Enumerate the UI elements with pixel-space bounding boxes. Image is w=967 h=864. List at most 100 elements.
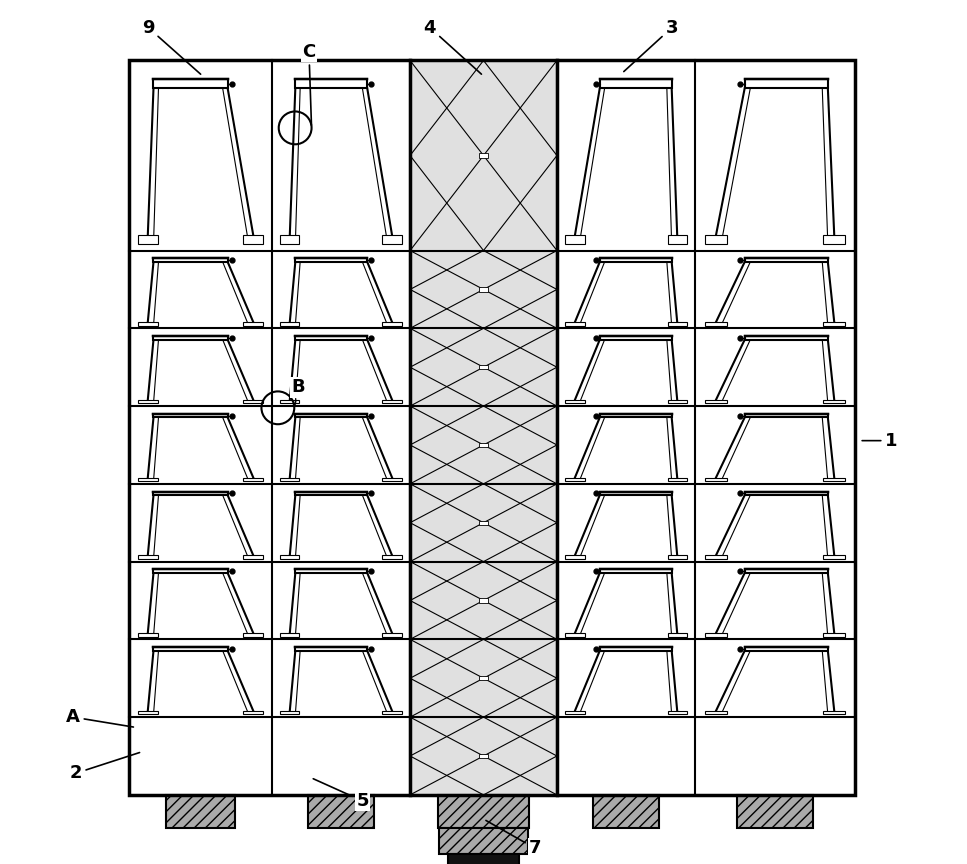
Bar (823, 556, 845, 559)
Bar (244, 235, 263, 244)
Bar (382, 633, 401, 637)
Bar (593, 795, 659, 828)
Bar (566, 400, 585, 403)
Bar (280, 633, 300, 637)
Bar (745, 79, 828, 88)
Bar (600, 492, 672, 495)
Bar (449, 854, 518, 864)
Bar (410, 60, 557, 795)
Bar (280, 322, 300, 326)
Bar (382, 322, 401, 326)
Text: A: A (66, 708, 133, 727)
Bar (566, 322, 585, 326)
Bar (823, 322, 845, 326)
Bar (244, 556, 263, 559)
Bar (667, 322, 687, 326)
Bar (705, 322, 727, 326)
Bar (154, 414, 227, 417)
Bar (154, 336, 227, 340)
Bar (479, 520, 488, 525)
Bar (745, 647, 828, 651)
Bar (745, 336, 828, 340)
Bar (438, 795, 529, 828)
Bar (745, 569, 828, 573)
Bar (479, 365, 488, 370)
Bar (479, 443, 488, 448)
Bar (667, 478, 687, 481)
Bar (823, 711, 845, 715)
Bar (823, 478, 845, 481)
Bar (600, 414, 672, 417)
Text: 4: 4 (424, 19, 482, 74)
Text: 1: 1 (863, 432, 897, 449)
Bar (667, 633, 687, 637)
Bar (244, 322, 263, 326)
Bar (382, 478, 401, 481)
Bar (705, 633, 727, 637)
Bar (138, 478, 158, 481)
Bar (667, 400, 687, 403)
Bar (705, 478, 727, 481)
Bar (479, 598, 488, 603)
Bar (479, 676, 488, 681)
Bar (166, 795, 235, 828)
Bar (705, 556, 727, 559)
Bar (138, 400, 158, 403)
Bar (295, 569, 367, 573)
Text: 3: 3 (624, 19, 678, 72)
Bar (295, 79, 367, 88)
Bar (823, 400, 845, 403)
Bar (244, 400, 263, 403)
Bar (382, 400, 401, 403)
Bar (295, 336, 367, 340)
Bar (295, 414, 367, 417)
Text: B: B (292, 378, 306, 405)
Bar (308, 795, 374, 828)
Bar (280, 711, 300, 715)
Bar (600, 647, 672, 651)
Bar (382, 235, 401, 244)
Bar (600, 569, 672, 573)
Bar (600, 258, 672, 262)
Bar (705, 711, 727, 715)
Bar (439, 828, 528, 854)
Bar (138, 235, 158, 244)
Bar (745, 258, 828, 262)
Bar (382, 711, 401, 715)
Text: 2: 2 (70, 753, 139, 782)
Text: C: C (303, 43, 315, 125)
Bar (295, 258, 367, 262)
Bar (138, 633, 158, 637)
Bar (295, 647, 367, 651)
Bar (280, 556, 300, 559)
Bar (566, 633, 585, 637)
Bar (154, 569, 227, 573)
Bar (745, 414, 828, 417)
Bar (600, 79, 672, 88)
Bar (154, 79, 227, 88)
Bar (295, 492, 367, 495)
Bar (667, 711, 687, 715)
Bar (154, 647, 227, 651)
Bar (138, 711, 158, 715)
Bar (600, 336, 672, 340)
Bar (382, 556, 401, 559)
Bar (566, 235, 585, 244)
Bar (479, 153, 488, 157)
Bar (566, 711, 585, 715)
Bar (667, 235, 687, 244)
Bar (280, 235, 300, 244)
Bar (280, 400, 300, 403)
Bar (479, 753, 488, 759)
Bar (667, 556, 687, 559)
Bar (823, 235, 845, 244)
Bar (138, 556, 158, 559)
Bar (566, 556, 585, 559)
Bar (479, 287, 488, 291)
Text: 7: 7 (485, 821, 542, 857)
Bar (705, 235, 727, 244)
Bar (244, 633, 263, 637)
Bar (244, 478, 263, 481)
Bar (130, 60, 855, 795)
Text: 5: 5 (313, 778, 368, 810)
